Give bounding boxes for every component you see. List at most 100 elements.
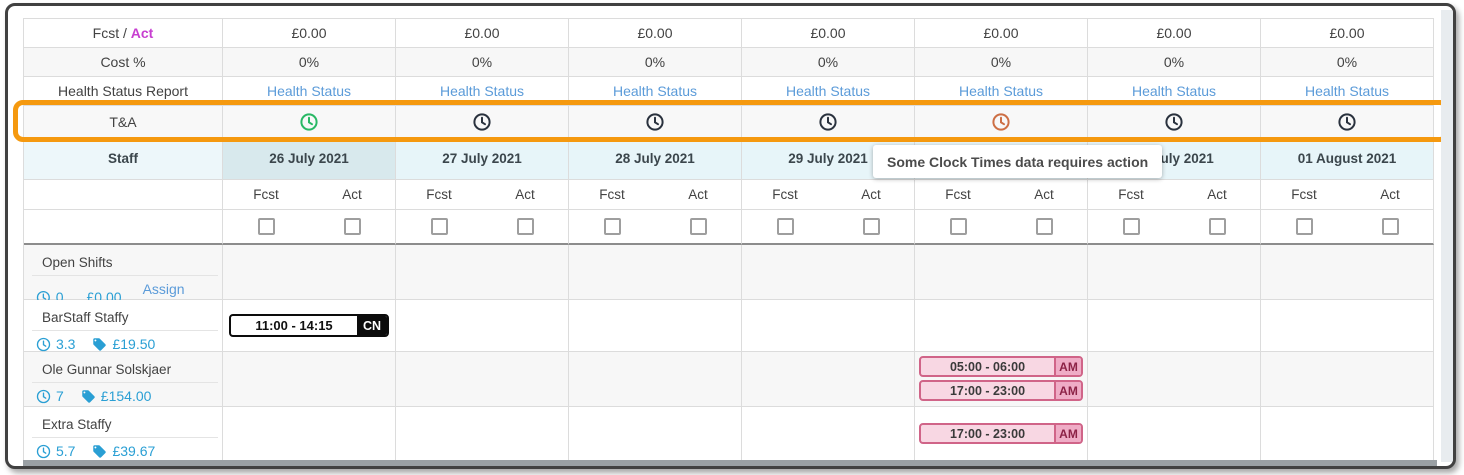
shift-cell[interactable] <box>1261 352 1434 407</box>
fcst-act-value: £0.00 <box>396 19 569 48</box>
shift-cell[interactable] <box>1261 300 1434 352</box>
shift-cell[interactable] <box>1088 300 1261 352</box>
shift-chip-confirmed[interactable]: 11:00 - 14:15 CN <box>229 314 389 337</box>
act-label: Act <box>130 25 154 41</box>
act-checkbox[interactable] <box>862 218 880 235</box>
shift-cell[interactable] <box>569 245 742 300</box>
checkbox-spacer <box>24 210 223 245</box>
ta-row: T&A <box>24 106 1434 138</box>
ta-row-label: T&A <box>24 106 223 138</box>
health-status-link[interactable]: Health Status <box>1304 83 1390 99</box>
staff-hours: 7 <box>56 388 64 404</box>
staff-hours: 5.7 <box>56 443 76 459</box>
staff-name: Open Shifts <box>42 254 113 270</box>
shift-cell[interactable] <box>223 352 396 407</box>
shift-time: 17:00 - 23:00 <box>949 426 1026 441</box>
health-status-link[interactable]: Health Status <box>266 83 352 99</box>
shift-cell[interactable] <box>223 245 396 300</box>
fcst-checkbox[interactable] <box>603 218 621 235</box>
health-status-link[interactable]: Health Status <box>785 83 871 99</box>
fcst-act-subheader-row: Fcst Act Fcst Act Fcst Act Fcst Act Fcst Act … <box>24 180 1434 210</box>
hours-clock-icon <box>36 337 51 351</box>
shift-cell[interactable] <box>1088 352 1261 407</box>
shift-status-badge: AM <box>1054 358 1081 375</box>
act-checkbox[interactable] <box>343 218 361 235</box>
shift-cell[interactable] <box>569 407 742 461</box>
cost-percent-value: 0% <box>223 48 396 77</box>
act-checkbox[interactable] <box>1035 218 1053 235</box>
hours-clock-icon <box>36 389 51 403</box>
ta-clock-icon[interactable] <box>645 112 665 132</box>
fcst-checkbox[interactable] <box>1295 218 1313 235</box>
shift-cell[interactable] <box>1261 407 1434 461</box>
cost-percent-label: Cost % <box>24 48 223 77</box>
shift-cell[interactable]: 17:00 - 23:00 AM <box>915 407 1088 461</box>
act-subheader: Act <box>688 187 708 202</box>
act-checkbox[interactable] <box>516 218 534 235</box>
vertical-scrollbar[interactable] <box>1441 10 1453 462</box>
health-status-link[interactable]: Health Status <box>612 83 698 99</box>
act-checkbox[interactable] <box>1208 218 1226 235</box>
hours-clock-icon <box>36 444 51 458</box>
act-checkbox[interactable] <box>689 218 707 235</box>
shift-cell[interactable] <box>396 300 569 352</box>
ta-clock-icon[interactable] <box>472 112 492 132</box>
shift-cell[interactable] <box>742 300 915 352</box>
shift-cell[interactable] <box>742 245 915 300</box>
cost-tag-icon <box>93 337 107 351</box>
shift-cell[interactable] <box>396 407 569 461</box>
fcst-checkbox[interactable] <box>1122 218 1140 235</box>
shift-chip-amended[interactable]: 17:00 - 23:00 AM <box>919 423 1083 444</box>
shift-cell[interactable] <box>1088 407 1261 461</box>
ta-clock-warning-icon[interactable] <box>991 112 1011 132</box>
shift-cell[interactable] <box>569 300 742 352</box>
shift-status-badge: AM <box>1054 382 1081 399</box>
fcst-checkbox[interactable] <box>949 218 967 235</box>
health-status-link[interactable]: Health Status <box>439 83 525 99</box>
fcst-act-value: £0.00 <box>742 19 915 48</box>
fcst-checkbox[interactable] <box>430 218 448 235</box>
shift-cell[interactable] <box>569 352 742 407</box>
staff-cost: £39.67 <box>112 443 156 459</box>
shift-cell[interactable] <box>396 352 569 407</box>
ta-clock-icon[interactable] <box>1164 112 1184 132</box>
shift-status-badge: AM <box>1054 425 1081 442</box>
shift-cell[interactable] <box>742 352 915 407</box>
cost-percent-value: 0% <box>1088 48 1261 77</box>
fcst-act-value: £0.00 <box>223 19 396 48</box>
fcst-act-row-label: Fcst / Act <box>24 19 223 48</box>
ole-gunnar-cell: Ole Gunnar Solskjaer 7 £154.00 <box>24 352 223 407</box>
shift-cell[interactable] <box>742 407 915 461</box>
cost-percent-value: 0% <box>915 48 1088 77</box>
shift-cell[interactable] <box>915 245 1088 300</box>
act-checkbox[interactable] <box>1381 218 1399 235</box>
act-subheader: Act <box>1207 187 1227 202</box>
shift-cell[interactable] <box>1088 245 1261 300</box>
fcst-checkbox[interactable] <box>257 218 275 235</box>
shift-cell[interactable] <box>915 300 1088 352</box>
fcst-act-value: £0.00 <box>1088 19 1261 48</box>
shift-cell[interactable] <box>1261 245 1434 300</box>
health-status-link[interactable]: Health Status <box>958 83 1044 99</box>
fcst-subheader: Fcst <box>1118 187 1144 202</box>
shift-cell[interactable]: 11:00 - 14:15 CN <box>223 300 396 352</box>
act-subheader: Act <box>342 187 362 202</box>
date-header-27-july: 27 July 2021 <box>396 138 569 180</box>
date-header-28-july: 28 July 2021 <box>569 138 742 180</box>
ta-clock-icon[interactable] <box>1337 112 1357 132</box>
shift-chip-amended[interactable]: 05:00 - 06:00 AM <box>919 356 1083 377</box>
shift-cell[interactable] <box>223 407 396 461</box>
fcst-subheader: Fcst <box>1291 187 1317 202</box>
shift-cell[interactable] <box>396 245 569 300</box>
horizontal-scrollbar[interactable] <box>23 460 1437 466</box>
shift-cell[interactable]: 05:00 - 06:00 AM 17:00 - 23:00 AM <box>915 352 1088 407</box>
divider <box>32 275 218 276</box>
ta-clock-icon[interactable] <box>299 112 319 132</box>
shift-chip-amended[interactable]: 17:00 - 23:00 AM <box>919 380 1083 401</box>
cost-percent-value: 0% <box>569 48 742 77</box>
health-status-link[interactable]: Health Status <box>1131 83 1217 99</box>
fcst-checkbox[interactable] <box>776 218 794 235</box>
ta-clock-icon[interactable] <box>818 112 838 132</box>
cost-percent-value: 0% <box>742 48 915 77</box>
